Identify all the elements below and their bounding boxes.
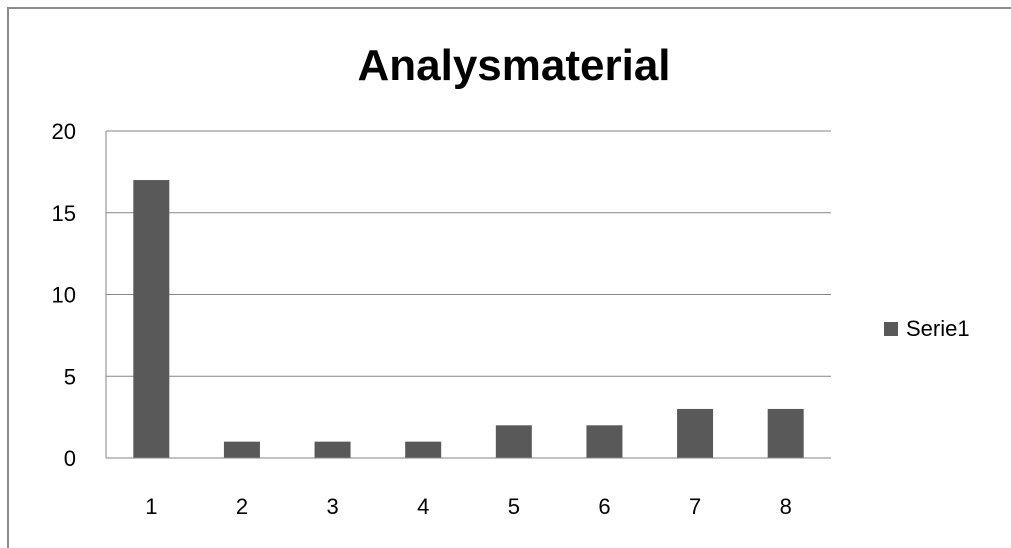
- y-tick-label: 20: [52, 119, 76, 144]
- bar-4: [405, 441, 442, 458]
- bar-2: [223, 441, 260, 458]
- bar-7: [677, 408, 714, 458]
- x-tick-label: 1: [145, 494, 157, 519]
- x-axis-ticks: 1 2 3 4 5 6 7 8: [145, 494, 792, 519]
- y-tick-label: 0: [64, 446, 76, 471]
- bar-8: [767, 408, 804, 458]
- y-tick-label: 10: [52, 283, 76, 308]
- x-tick-label: 2: [236, 494, 248, 519]
- chart-title: Analysmaterial: [357, 41, 670, 90]
- x-tick-label: 3: [326, 494, 338, 519]
- x-tick-label: 7: [689, 494, 701, 519]
- x-tick-label: 8: [780, 494, 792, 519]
- y-tick-label: 5: [64, 364, 76, 389]
- legend: Serie1: [884, 316, 970, 341]
- bar-1: [133, 180, 170, 459]
- bar-6: [586, 425, 623, 458]
- legend-label-serie1: Serie1: [906, 316, 970, 341]
- bar-3: [314, 441, 351, 458]
- legend-swatch-serie1: [884, 322, 898, 336]
- y-axis-ticks: 0 5 10 15 20: [52, 119, 76, 471]
- bar-5: [495, 425, 532, 458]
- x-tick-label: 4: [417, 494, 429, 519]
- y-tick-label: 15: [52, 201, 76, 226]
- bars: [106, 180, 831, 459]
- x-tick-label: 6: [598, 494, 610, 519]
- x-tick-label: 5: [508, 494, 520, 519]
- gridlines: [105, 130, 831, 459]
